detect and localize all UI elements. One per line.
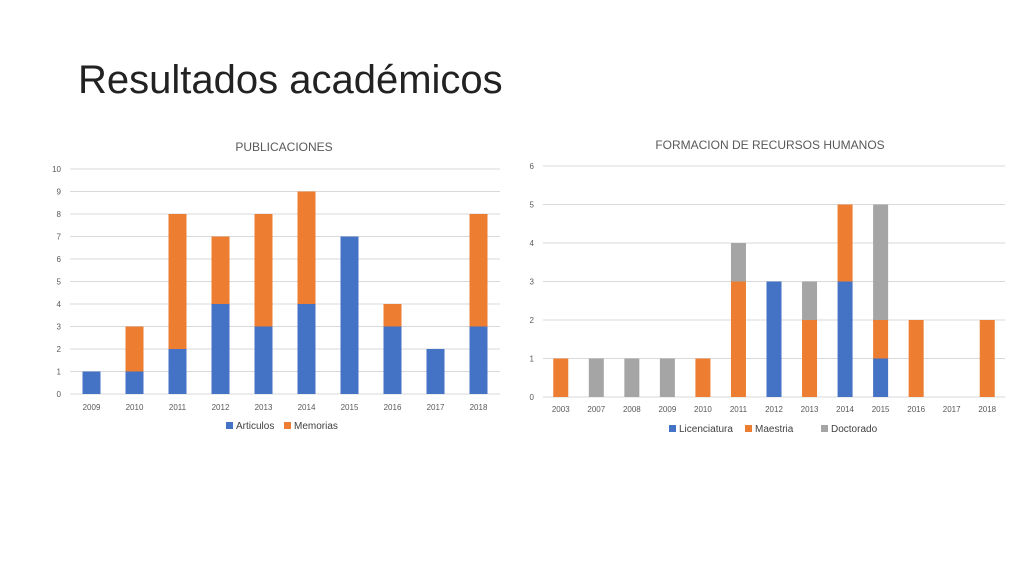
- chart2-bar-maestria-2016: [908, 320, 924, 397]
- chart2-y-tick-label: 2: [530, 316, 535, 325]
- chart1-x-tick-label: 2017: [427, 403, 445, 412]
- chart1-x-tick-label: 2015: [341, 403, 359, 412]
- chart1-bar-articulos-2018: [469, 326, 488, 394]
- chart2-legend-label: Doctorado: [831, 424, 878, 435]
- chart1-x-tick-label: 2012: [212, 403, 230, 412]
- chart2-bar-maestria-2010: [695, 358, 711, 397]
- chart1-title: PUBLICACIONES: [235, 140, 332, 154]
- chart1-bar-memorias-2016: [383, 304, 402, 327]
- chart1-bar-articulos-2009: [82, 371, 101, 394]
- chart1-y-tick-label: 6: [57, 255, 62, 264]
- chart2-bar-maestria-2003: [553, 358, 569, 397]
- chart2-bar-licenciatura-2015: [873, 358, 889, 397]
- chart2-bar-maestria-2011: [730, 281, 746, 397]
- chart1-legend-label: Articulos: [236, 421, 274, 432]
- chart1-y-tick-label: 2: [57, 345, 62, 354]
- chart1-x-tick-label: 2013: [255, 403, 273, 412]
- chart2-bar-maestria-2014: [837, 204, 853, 282]
- chart2-x-tick-label: 2014: [836, 405, 854, 414]
- chart1-bar-memorias-2014: [297, 191, 316, 304]
- chart1-y-tick-label: 7: [57, 233, 62, 242]
- chart2-bar-doctorado-2007: [588, 358, 604, 397]
- chart2-x-tick-label: 2008: [623, 405, 641, 414]
- chart2-bar-licenciatura-2014: [837, 281, 853, 397]
- chart2-x-tick-label: 2015: [872, 405, 890, 414]
- chart2-x-tick-label: 2009: [658, 405, 676, 414]
- chart1-legend-swatch: [226, 422, 233, 429]
- chart2-legend-swatch: [821, 425, 828, 432]
- chart1-y-tick-label: 4: [57, 300, 62, 309]
- chart1-bar-articulos-2016: [383, 326, 402, 394]
- chart2-x-tick-label: 2007: [587, 405, 605, 414]
- chart2-x-tick-label: 2010: [694, 405, 712, 414]
- chart1-x-tick-label: 2018: [470, 403, 488, 412]
- chart1-bar-articulos-2013: [254, 326, 273, 394]
- chart2-bar-maestria-2013: [802, 320, 818, 397]
- chart1-legend-swatch: [284, 422, 291, 429]
- chart2-bar-doctorado-2009: [659, 358, 675, 397]
- chart2-legend-label: Licenciatura: [679, 424, 733, 435]
- slide-title: Resultados académicos: [78, 58, 503, 102]
- chart2-legend-label: Maestria: [755, 424, 794, 435]
- chart1-bar-articulos-2011: [168, 349, 187, 394]
- chart2-y-tick-label: 6: [530, 162, 535, 171]
- chart2-title: FORMACION DE RECURSOS HUMANOS: [655, 138, 884, 152]
- chart2-x-tick-label: 2017: [943, 405, 961, 414]
- chart2-bar-doctorado-2015: [873, 204, 889, 320]
- chart1-y-tick-label: 8: [57, 210, 62, 219]
- chart1-bar-articulos-2010: [125, 371, 144, 394]
- chart2-bar-licenciatura-2012: [766, 281, 782, 397]
- chart2-x-tick-label: 2012: [765, 405, 783, 414]
- chart1-y-tick-label: 5: [57, 278, 62, 287]
- chart1-y-tick-label: 9: [57, 188, 62, 197]
- chart1-y-tick-label: 3: [57, 323, 62, 332]
- chart2-bar-maestria-2018: [979, 320, 995, 397]
- chart2-bar-doctorado-2011: [730, 243, 746, 282]
- chart2-y-tick-label: 3: [530, 278, 535, 287]
- chart2-bar-maestria-2015: [873, 320, 889, 359]
- chart2-bar-doctorado-2013: [802, 281, 818, 320]
- chart1-x-tick-label: 2016: [384, 403, 402, 412]
- chart2-x-tick-label: 2011: [730, 405, 748, 414]
- chart1-x-tick-label: 2014: [298, 403, 316, 412]
- chart1-x-tick-label: 2009: [83, 403, 101, 412]
- chart2-y-tick-label: 1: [530, 355, 535, 364]
- chart2-bar-doctorado-2008: [624, 358, 640, 397]
- chart2-x-tick-label: 2013: [801, 405, 819, 414]
- chart2-y-tick-label: 5: [530, 201, 535, 210]
- chart1-x-tick-label: 2011: [169, 403, 187, 412]
- chart2-legend-swatch: [745, 425, 752, 432]
- chart2-x-tick-label: 2003: [552, 405, 570, 414]
- chart2-x-tick-label: 2016: [907, 405, 925, 414]
- chart1-bar-memorias-2010: [125, 326, 144, 372]
- chart2-y-tick-label: 0: [530, 393, 535, 402]
- chart1-y-tick-label: 10: [52, 165, 61, 174]
- chart1-y-tick-label: 1: [57, 368, 62, 377]
- chart1-bar-articulos-2015: [340, 236, 359, 394]
- chart1-bar-articulos-2017: [426, 349, 445, 394]
- chart1-bar-articulos-2012: [211, 304, 230, 394]
- chart1-bar-memorias-2013: [254, 214, 273, 327]
- chart2-x-tick-label: 2018: [978, 405, 996, 414]
- chart1-x-tick-label: 2010: [126, 403, 144, 412]
- chart1-bar-memorias-2011: [168, 214, 187, 349]
- chart2-y-tick-label: 4: [530, 239, 535, 248]
- chart2-legend-swatch: [669, 425, 676, 432]
- chart1-y-tick-label: 0: [57, 390, 62, 399]
- chart1-legend-label: Memorias: [294, 421, 338, 432]
- chart1-bar-memorias-2012: [211, 236, 230, 304]
- chart1-bar-memorias-2018: [469, 214, 488, 327]
- chart1-bar-articulos-2014: [297, 304, 316, 394]
